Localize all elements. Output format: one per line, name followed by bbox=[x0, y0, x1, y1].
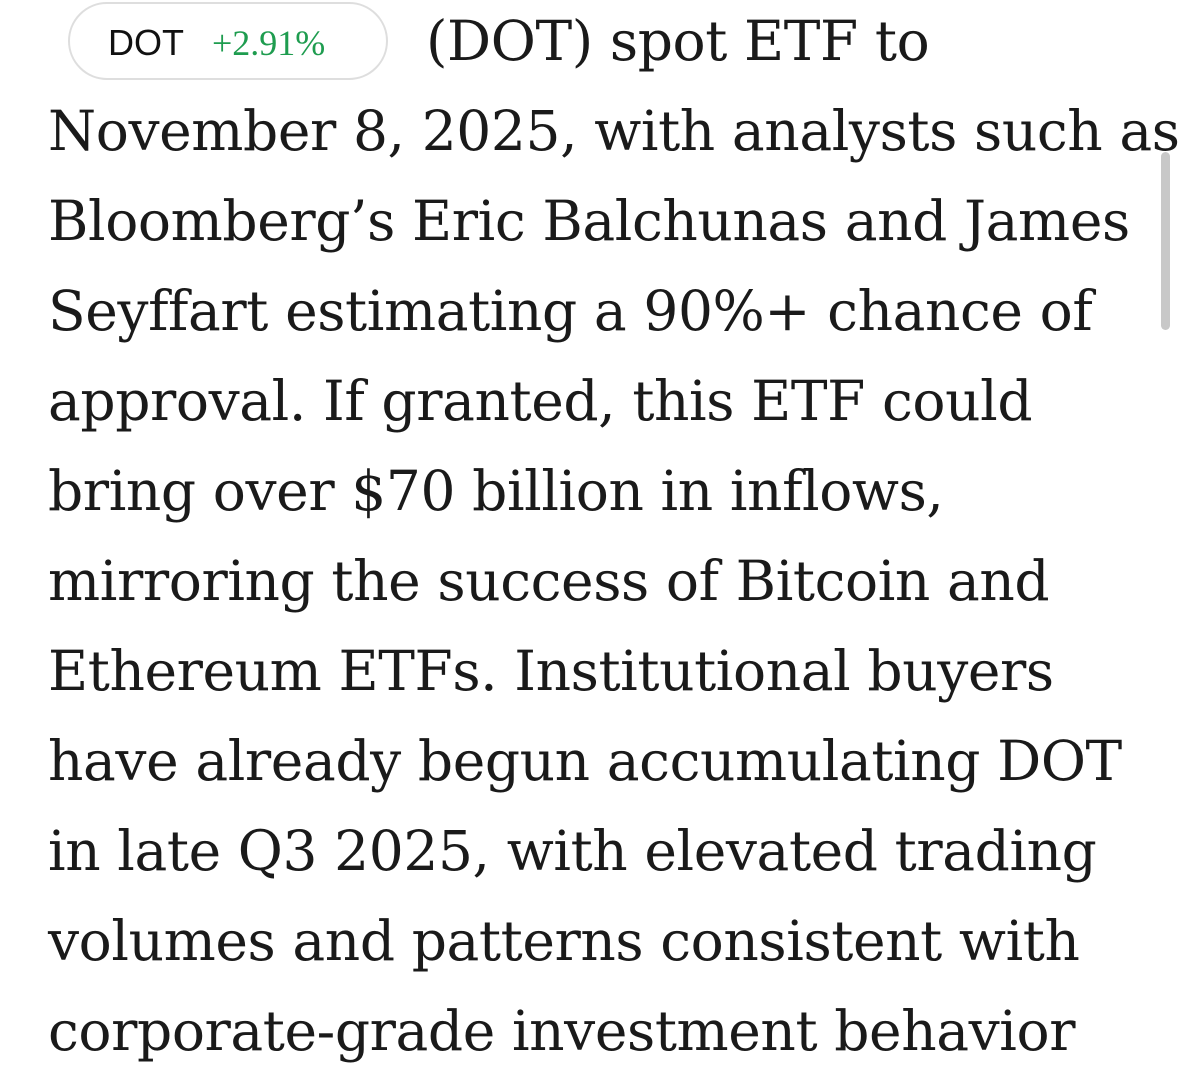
article-line-6: bring over $70 billion in inflows, bbox=[48, 459, 944, 523]
article-line-3: Bloomberg’s Eric Balchunas and James bbox=[48, 189, 1130, 253]
article-line-11: volumes and patterns consistent with bbox=[48, 909, 1080, 973]
ticker-chip[interactable]: DOT +2.91% bbox=[68, 2, 388, 80]
ticker-symbol: DOT bbox=[108, 22, 184, 63]
article-line-4: Seyffart estimating a 90%+ chance of bbox=[48, 279, 1093, 343]
article-line-1: (DOT) spot ETF to bbox=[426, 9, 930, 73]
scrollbar-thumb[interactable] bbox=[1161, 152, 1170, 330]
article-line-7: mirroring the success of Bitcoin and bbox=[48, 549, 1050, 613]
article-line-8: Ethereum ETFs. Institutional buyers bbox=[48, 639, 1054, 703]
ticker-price-change: +2.91% bbox=[212, 23, 326, 63]
scrollbar[interactable] bbox=[1153, 0, 1179, 1080]
article-line-9: have already begun accumulating DOT bbox=[48, 729, 1122, 793]
article-line-10: in late Q3 2025, with elevated trading bbox=[48, 819, 1097, 883]
article-line-12: corporate-grade investment behavior bbox=[48, 999, 1076, 1063]
article-line-2: November 8, 2025, with analysts such as bbox=[48, 99, 1179, 163]
article-line-5: approval. If granted, this ETF could bbox=[48, 369, 1033, 433]
